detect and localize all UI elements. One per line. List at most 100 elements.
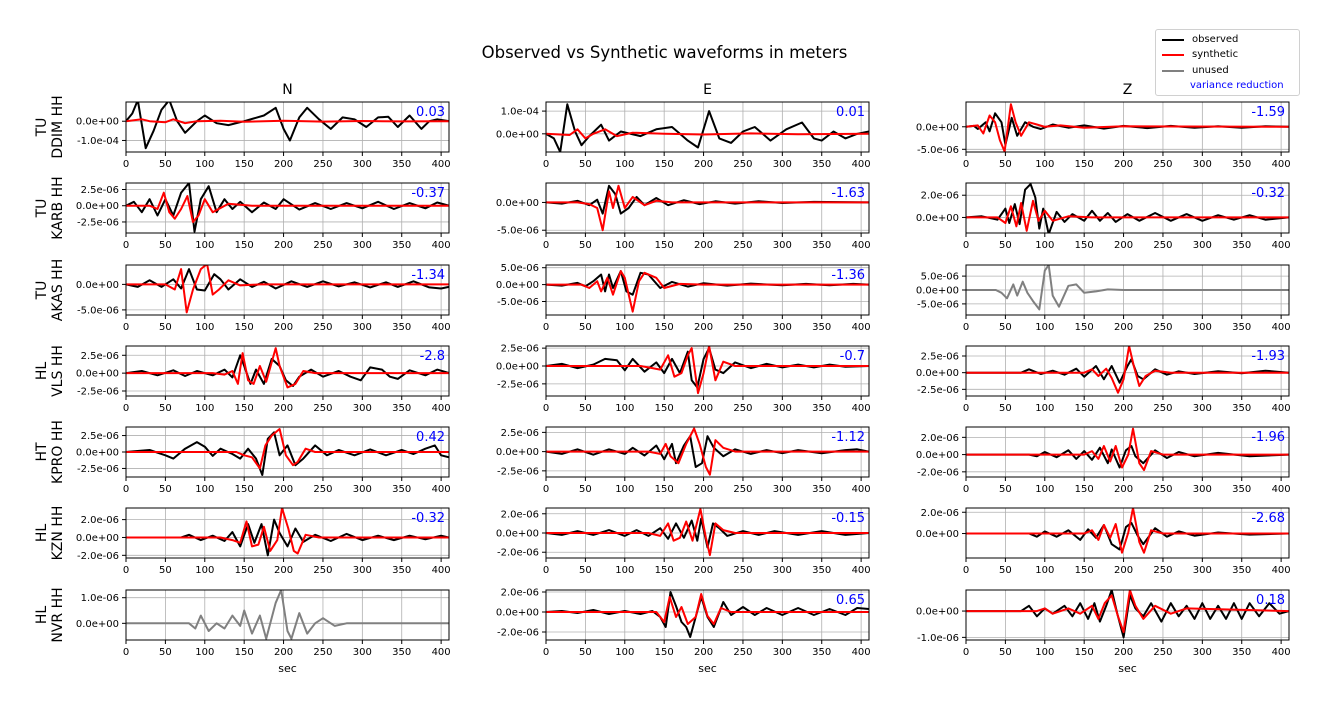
observed-trace <box>126 354 449 387</box>
legend-label-synthetic: synthetic <box>1192 49 1239 60</box>
x-tick-label: 250 <box>313 240 332 251</box>
y-tick-label: 1.0e-06 <box>81 593 119 604</box>
x-tick-label: 400 <box>852 484 871 495</box>
y-tick-label: 2.0e-06 <box>921 191 959 202</box>
x-tick-label: 200 <box>1114 647 1133 658</box>
synthetic-trace <box>126 265 449 314</box>
y-tick-label: 2.5e-06 <box>81 351 119 362</box>
x-tick-label: 200 <box>1114 403 1133 414</box>
x-tick-label: 350 <box>812 403 831 414</box>
row-label-station: AKAS HH <box>50 259 66 321</box>
y-tick-label: -2.0e-06 <box>497 548 539 559</box>
synthetic-trace <box>126 508 449 555</box>
x-tick-label: 0 <box>543 240 549 251</box>
x-tick-label: 250 <box>313 159 332 170</box>
x-tick-label: 150 <box>655 159 674 170</box>
x-tick-label: 0 <box>963 322 969 333</box>
x-tick-label: 250 <box>1153 484 1172 495</box>
x-tick-label: 200 <box>274 322 293 333</box>
row-label-network: TU <box>34 281 50 301</box>
row-label-station: VLS HH <box>50 345 66 397</box>
x-tick-label: 200 <box>1114 484 1133 495</box>
synthetic-trace <box>546 427 869 476</box>
variance-reduction-value: -0.32 <box>1251 186 1285 201</box>
variance-reduction-value: -0.37 <box>411 186 445 201</box>
x-tick-label: 150 <box>235 403 254 414</box>
x-tick-label: 400 <box>432 240 451 251</box>
x-tick-label: 350 <box>1232 565 1251 576</box>
x-tick-label: 150 <box>235 240 254 251</box>
x-tick-label: 300 <box>773 240 792 251</box>
panel-frame <box>125 507 450 559</box>
x-tick-label: 400 <box>1272 565 1291 576</box>
column-header-N: N <box>282 82 292 98</box>
x-tick-label: 150 <box>1075 159 1094 170</box>
x-tick-label: 300 <box>353 484 372 495</box>
x-tick-label: 400 <box>1272 484 1291 495</box>
x-tick-label: 0 <box>123 647 129 658</box>
panel-frame <box>965 345 1290 397</box>
x-tick-label: 250 <box>733 403 752 414</box>
x-axis-label: sec <box>698 662 717 675</box>
row-label-station: KARB HH <box>50 176 66 239</box>
x-tick-label: 50 <box>159 159 172 170</box>
row-label-station: NVR HH <box>50 587 66 642</box>
panel-frame <box>545 589 870 641</box>
x-tick-label: 50 <box>999 484 1012 495</box>
x-tick-label: 250 <box>313 647 332 658</box>
x-tick-label: 50 <box>579 322 592 333</box>
x-tick-label: 250 <box>733 484 752 495</box>
legend-swatch-unused <box>1162 70 1184 72</box>
y-tick-label: 0.0e+00 <box>496 198 539 209</box>
x-tick-label: 0 <box>123 322 129 333</box>
y-tick-label: 0.0e+00 <box>916 368 959 379</box>
x-tick-label: 50 <box>999 565 1012 576</box>
variance-reduction-value: -0.15 <box>831 511 865 526</box>
observed-trace <box>126 183 449 233</box>
observed-trace <box>966 112 1289 146</box>
row-label-network: TU <box>34 118 50 138</box>
x-tick-label: 0 <box>963 484 969 495</box>
x-tick-label: 250 <box>733 240 752 251</box>
x-tick-label: 300 <box>773 403 792 414</box>
x-tick-label: 250 <box>313 484 332 495</box>
variance-reduction-value: -0.32 <box>411 511 445 526</box>
synthetic-trace <box>126 428 449 470</box>
observed-trace <box>966 445 1289 469</box>
synthetic-trace <box>966 427 1289 472</box>
x-tick-label: 350 <box>812 240 831 251</box>
x-tick-label: 100 <box>195 565 214 576</box>
y-tick-label: 0.0e+00 <box>76 201 119 212</box>
panel-frame <box>545 345 870 397</box>
variance-reduction-value: -1.63 <box>831 186 865 201</box>
panel-frame <box>965 182 1290 234</box>
x-tick-label: 100 <box>1035 565 1054 576</box>
x-tick-label: 0 <box>123 159 129 170</box>
x-tick-label: 300 <box>1193 322 1212 333</box>
y-tick-label: 0.0e+00 <box>496 280 539 291</box>
panel-frame <box>125 264 450 316</box>
y-tick-label: 2.5e-06 <box>81 431 119 442</box>
y-tick-label: 0.0e+00 <box>916 286 959 297</box>
x-tick-label: 100 <box>195 484 214 495</box>
legend: observed synthetic unused variance reduc… <box>1155 29 1300 96</box>
row-label-network: HL <box>34 362 50 381</box>
x-tick-label: 350 <box>392 647 411 658</box>
synthetic-trace <box>966 103 1289 152</box>
x-tick-label: 300 <box>1193 565 1212 576</box>
x-tick-label: 300 <box>1193 484 1212 495</box>
observed-trace <box>966 358 1289 384</box>
x-tick-label: 200 <box>694 322 713 333</box>
x-tick-label: 200 <box>1114 322 1133 333</box>
x-tick-label: 400 <box>432 565 451 576</box>
y-tick-label: 5.0e-06 <box>501 263 539 274</box>
x-tick-label: 350 <box>392 159 411 170</box>
x-tick-label: 100 <box>195 322 214 333</box>
y-tick-label: 0.0e+00 <box>76 448 119 459</box>
x-tick-label: 150 <box>1075 322 1094 333</box>
x-tick-label: 0 <box>123 240 129 251</box>
x-tick-label: 350 <box>812 322 831 333</box>
x-tick-label: 100 <box>1035 403 1054 414</box>
x-tick-label: 300 <box>353 403 372 414</box>
observed-trace <box>546 184 869 215</box>
